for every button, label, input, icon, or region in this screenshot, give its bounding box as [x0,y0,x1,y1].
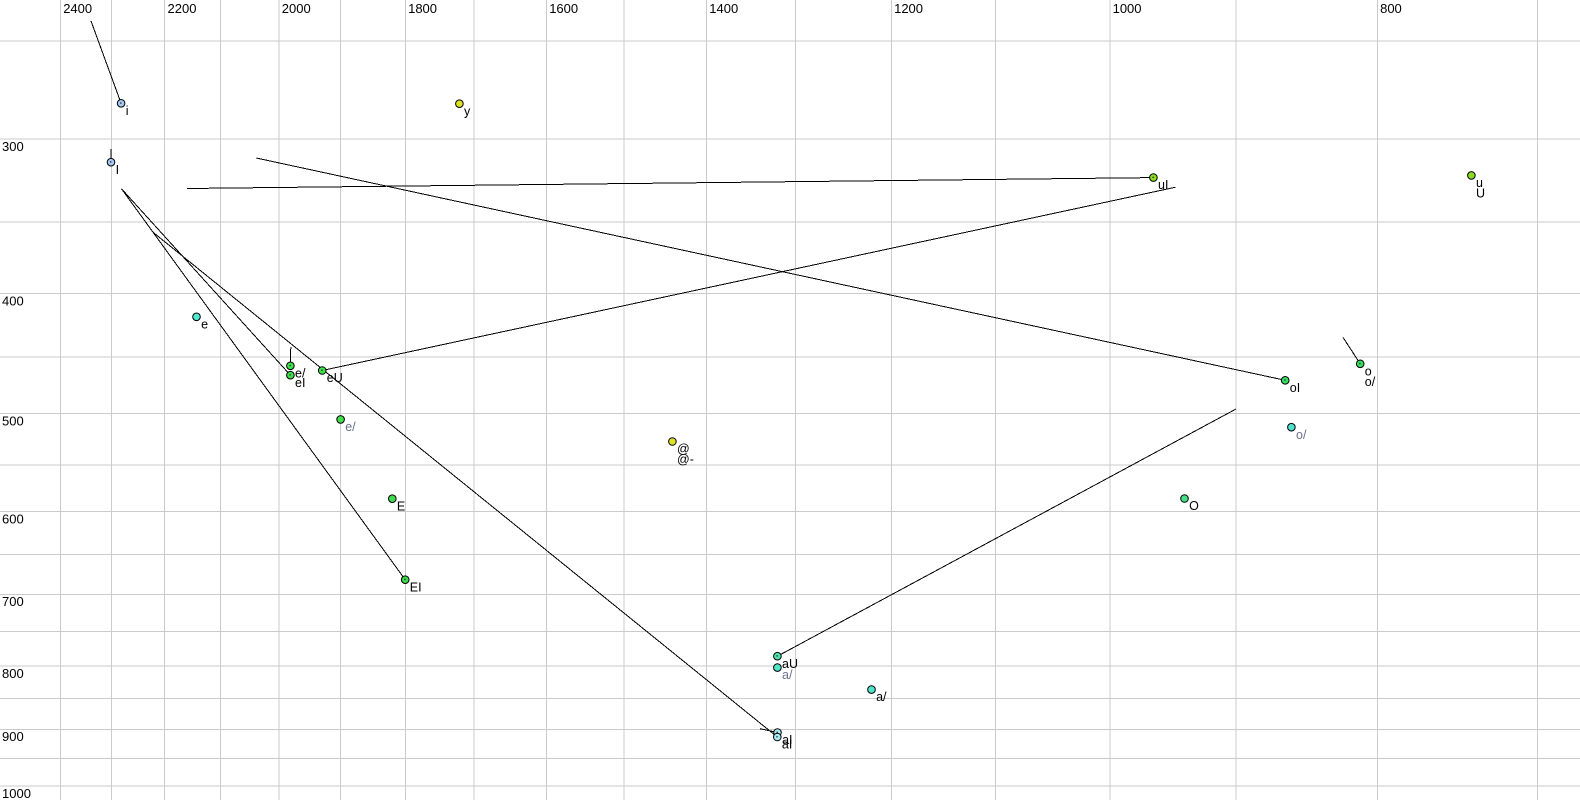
svg-text:a/: a/ [782,668,793,682]
svg-text:2200: 2200 [168,1,197,16]
svg-text:2400: 2400 [63,1,92,16]
svg-text:o/: o/ [1296,428,1307,442]
svg-text:e/: e/ [345,420,356,434]
svg-text:2000: 2000 [282,1,311,16]
svg-text:1000: 1000 [1113,1,1142,16]
svg-text:1000: 1000 [2,786,31,800]
svg-text:i: i [126,104,129,118]
svg-text:I: I [116,163,119,177]
svg-text:o: o [1365,364,1372,378]
svg-text:aI: aI [782,738,792,752]
svg-text:E: E [397,499,405,513]
svg-text:800: 800 [1380,1,1402,16]
svg-text:600: 600 [2,511,24,526]
svg-text:EI: EI [410,580,422,594]
svg-text:1400: 1400 [709,1,738,16]
svg-text:@-: @- [677,453,694,467]
svg-text:oI: oI [1290,381,1300,395]
svg-text:O: O [1189,499,1199,513]
svg-text:eU: eU [327,371,343,385]
svg-text:eI: eI [295,376,305,390]
svg-text:300: 300 [2,139,24,154]
svg-text:aI: aI [782,733,792,747]
svg-text:U: U [1476,186,1485,200]
svg-text:a/: a/ [876,690,887,704]
svg-text:700: 700 [2,594,24,609]
svg-text:e/: e/ [295,366,306,380]
svg-text:800: 800 [2,666,24,681]
svg-text:@: @ [677,442,690,456]
svg-text:aU: aU [782,657,798,671]
svg-text:500: 500 [2,413,24,428]
svg-text:u: u [1476,176,1483,190]
svg-text:400: 400 [2,294,24,309]
svg-text:e: e [201,317,208,331]
svg-text:1600: 1600 [549,1,578,16]
svg-text:1200: 1200 [894,1,923,16]
svg-text:1800: 1800 [408,1,437,16]
svg-text:o/: o/ [1365,375,1376,389]
svg-text:y: y [464,104,471,118]
svg-text:uI: uI [1158,178,1168,192]
svg-text:900: 900 [2,729,24,744]
